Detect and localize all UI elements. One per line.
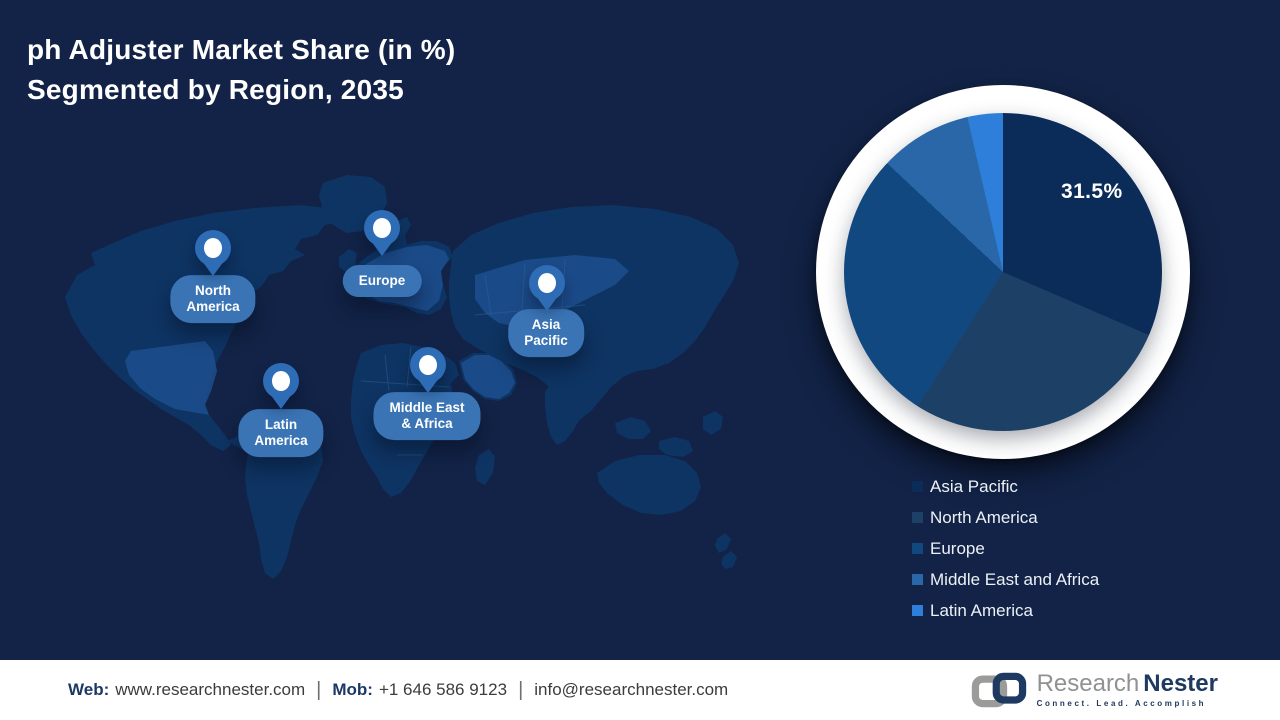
legend-item-north-america: North America (912, 507, 1099, 529)
chain-links-icon (971, 672, 1026, 708)
legend-label: Middle East and Africa (930, 570, 1100, 589)
chart-legend: Asia Pacific North America Europe Middle… (912, 476, 1099, 631)
islands-new-zealand (715, 533, 737, 569)
region-india (545, 375, 587, 445)
map-pin-middle-east-africa (410, 347, 446, 383)
highlight-middle-east (461, 355, 515, 399)
logo-tagline: Connect. Lead. Accomplish (1036, 699, 1207, 708)
map-pin-north-america (195, 230, 231, 266)
brand-logo: Research Nester Connect. Lead. Accomplish (970, 669, 1218, 711)
logo-name: Research Nester (1037, 672, 1218, 696)
islands-japan (711, 265, 731, 297)
legend-item-latin-america: Latin America (912, 600, 1099, 622)
footer-bar: Web: www.researchnester.com | Mob: +1 64… (0, 660, 1280, 720)
title-line-1: ph Adjuster Market Share (in %) (27, 34, 456, 65)
map-pin-latin-america (263, 363, 299, 399)
logo-text: Research Nester Connect. Lead. Accomplish (1036, 672, 1218, 709)
contact-info: Web: www.researchnester.com | Mob: +1 64… (68, 679, 728, 702)
legend-swatch (912, 574, 923, 585)
map-label-europe: Europe (342, 265, 422, 297)
pie-chart-ring (816, 85, 1190, 459)
logo-name-nester: Nester (1143, 670, 1218, 697)
logo-name-research: Research (1036, 670, 1140, 697)
legend-item-middle-east-africa: Middle East and Africa (912, 569, 1099, 591)
email-address: info@researchnester.com (534, 680, 729, 699)
legend-label: Latin America (930, 601, 1033, 620)
continent-australia (597, 455, 701, 515)
title-line-2: Segmented by Region, 2035 (27, 74, 404, 105)
pie-slice-value-label: 31.5% (1061, 180, 1123, 203)
web-label: Web: (68, 680, 110, 699)
legend-swatch (912, 481, 923, 492)
world-map: North America Europe Asia Pacific Middle E… (55, 155, 765, 585)
mobile-label: Mob: (332, 680, 373, 699)
legend-label: North America (930, 508, 1038, 527)
map-pin-asia-pacific (529, 265, 565, 301)
separator: | (316, 678, 322, 701)
website-url: www.researchnester.com (115, 680, 306, 699)
legend-item-europe: Europe (912, 538, 1099, 560)
page-title: ph Adjuster Market Share (in %) Segmente… (27, 30, 455, 110)
highlight-usa (125, 341, 217, 415)
island-madagascar (475, 449, 495, 485)
legend-label: Asia Pacific (930, 477, 1018, 496)
continent-asia (449, 205, 739, 419)
legend-label: Europe (930, 539, 985, 558)
map-pin-europe (364, 210, 400, 246)
continent-north-america (65, 205, 355, 451)
legend-swatch (912, 605, 923, 616)
islands-southeast-asia (615, 411, 723, 457)
legend-item-asia-pacific: Asia Pacific (912, 476, 1099, 498)
legend-swatch (912, 543, 923, 554)
mobile-number: +1 646 586 9123 (378, 680, 508, 699)
pie-chart (844, 113, 1162, 431)
separator: | (518, 678, 524, 701)
legend-swatch (912, 512, 923, 523)
